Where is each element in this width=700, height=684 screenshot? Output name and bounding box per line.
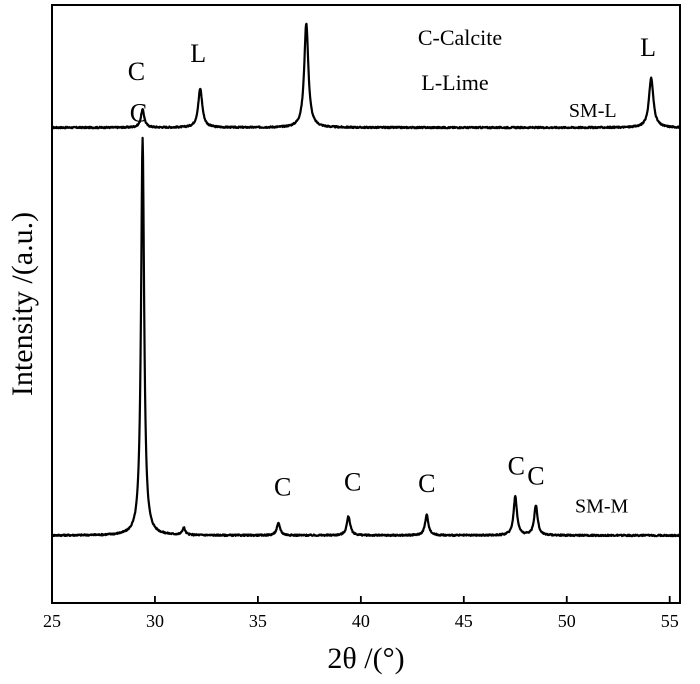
peak-label: C [527,462,544,491]
x-tick-label: 35 [249,611,267,631]
y-axis-title: Intensity /(a.u.) [6,212,39,396]
peak-label: C [344,468,361,497]
legend-entry-lime: L-Lime [421,70,488,95]
x-tick-label: 30 [146,611,164,631]
x-tick-label: 25 [43,611,61,631]
peak-label: L [640,33,656,62]
x-tick-label: 40 [352,611,370,631]
plot-frame [51,4,681,604]
legend-group: C-Calcite L-Lime [418,25,502,95]
x-tick-label: 55 [661,611,679,631]
peak-label: C [128,57,145,86]
trace-sm-l [51,22,681,130]
x-ticks-group: 25 30 35 40 45 50 55 [43,596,679,631]
x-tick-label: 50 [558,611,576,631]
peak-label: L [190,39,206,68]
legend-entry-calcite: C-Calcite [418,25,502,50]
series-label-sm-l: SM-L [569,100,617,122]
peak-label: C [130,99,147,128]
series-label-sm-m: SM-M [575,496,629,518]
peak-label: C [418,469,435,498]
traces-group [50,22,681,538]
trace-sm-m [50,136,681,538]
peak-label: C [508,451,525,480]
x-axis-title: 2θ /(°) [327,642,404,675]
series-labels-group: SM-L SM-M [569,100,629,518]
peak-label: C [274,472,291,501]
peak-labels-group: CLLLCCCCCC [128,33,656,502]
x-tick-label: 45 [455,611,473,631]
